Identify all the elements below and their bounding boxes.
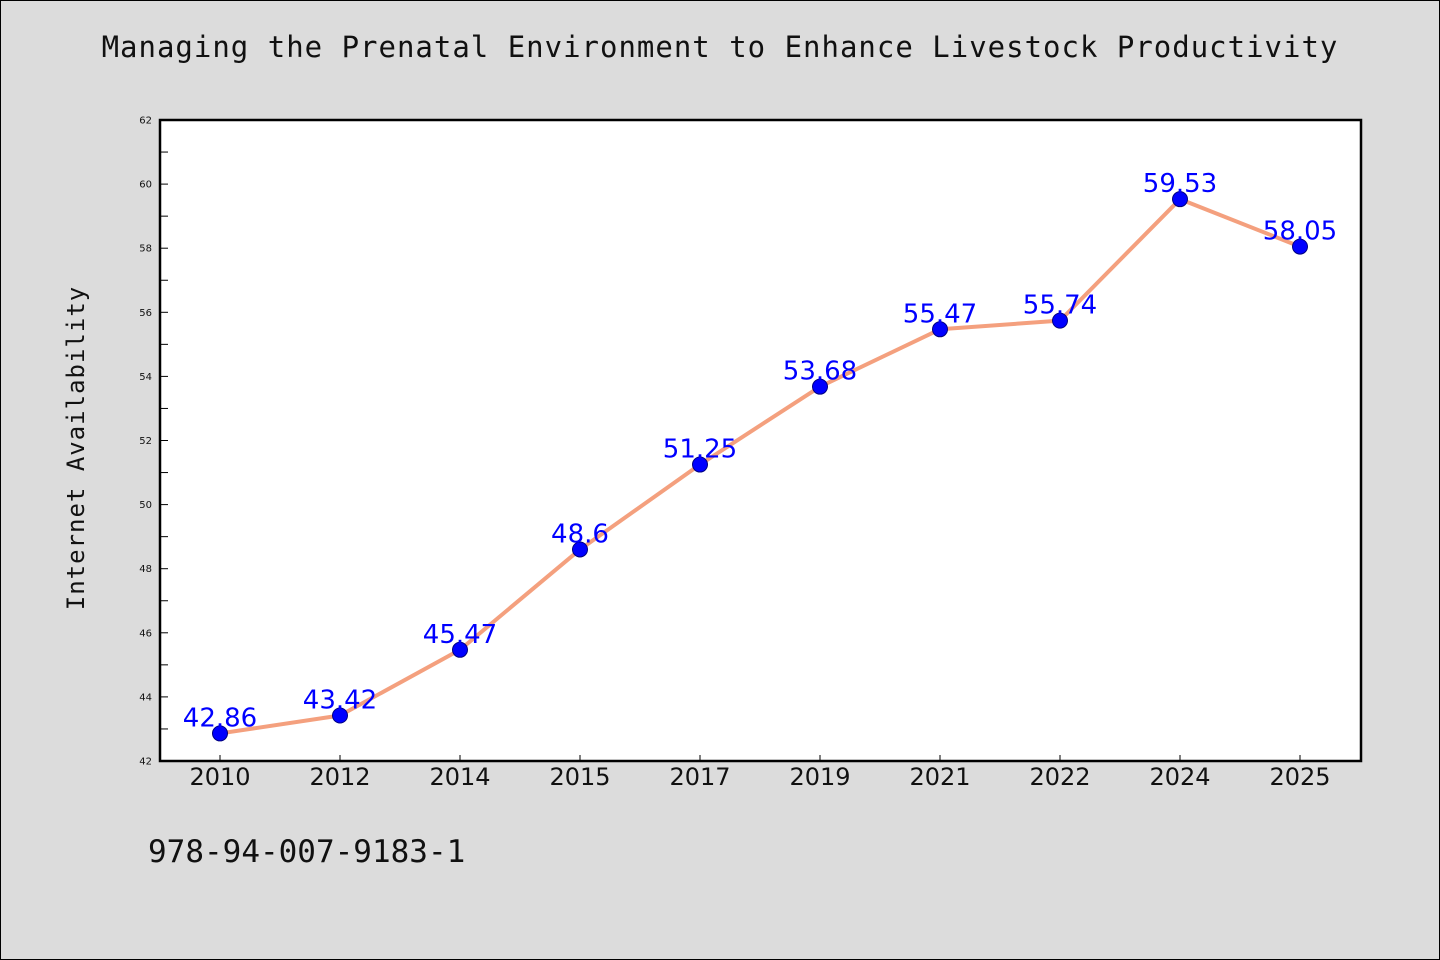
x-tick-label: 2024 — [1149, 763, 1210, 791]
series-line — [218, 197, 1302, 736]
data-point — [1172, 191, 1188, 208]
x-tick-label: 2025 — [1269, 763, 1330, 791]
y-tick-label: 60 — [139, 180, 152, 191]
data-label: 59.53 — [1143, 169, 1217, 199]
data-label: 55.47 — [903, 299, 977, 329]
data-label: 42.86 — [183, 703, 257, 733]
y-tick-label: 56 — [139, 308, 152, 319]
y-tick-label: 54 — [139, 372, 152, 383]
x-tick-label: 2014 — [429, 763, 490, 791]
data-point — [332, 707, 348, 724]
x-tick-label: 2022 — [1029, 763, 1090, 791]
y-tick-label: 48 — [139, 564, 152, 575]
y-tick-label: 42 — [139, 757, 152, 768]
data-labels: 42.86 43.42 45.47 48.6 51.25 53.68 55.47 55.74 5… — [183, 169, 1337, 733]
data-label: 43.42 — [303, 685, 377, 715]
x-tick-label: 2017 — [669, 763, 730, 791]
y-tick-label: 44 — [139, 692, 152, 703]
y-tick-label: 58 — [139, 244, 152, 255]
y-axis-ticks: 42 44 46 48 50 52 54 56 58 60 62 — [139, 116, 168, 768]
data-point — [1292, 238, 1308, 255]
x-tick-label: 2010 — [189, 763, 250, 791]
data-label: 45.47 — [423, 620, 497, 650]
data-point — [452, 641, 468, 658]
data-point — [1052, 312, 1068, 329]
y-tick-label: 46 — [139, 628, 152, 639]
data-point — [572, 541, 588, 558]
x-tick-label: 2019 — [789, 763, 850, 791]
chart-title: Managing the Prenatal Environment to Enh… — [101, 30, 1339, 64]
y-tick-label: 62 — [139, 116, 152, 127]
data-markers — [212, 191, 1308, 742]
data-point — [692, 456, 708, 473]
x-axis-ticks: 2010 2012 2014 2015 2017 2019 2021 2022 2024 2025 — [189, 755, 1331, 791]
y-axis-label: Internet Availability — [62, 286, 90, 610]
data-point — [932, 321, 948, 338]
data-label: 58.05 — [1263, 217, 1337, 247]
x-tick-label: 2015 — [549, 763, 610, 791]
x-tick-label: 2021 — [909, 763, 970, 791]
data-point — [212, 725, 228, 742]
footer-text: 978-94-007-9183-1 — [148, 834, 466, 870]
y-tick-label: 52 — [139, 436, 152, 447]
data-label: 53.68 — [783, 357, 857, 387]
plot-frame — [158, 118, 1363, 763]
x-tick-label: 2012 — [309, 763, 370, 791]
series-line-group — [218, 197, 1302, 736]
data-label: 48.6 — [551, 519, 609, 549]
y-tick-label: 50 — [139, 500, 152, 511]
data-point — [812, 378, 828, 395]
data-label: 51.25 — [663, 435, 737, 465]
data-label: 55.74 — [1023, 291, 1097, 321]
plot-area — [160, 120, 1361, 761]
